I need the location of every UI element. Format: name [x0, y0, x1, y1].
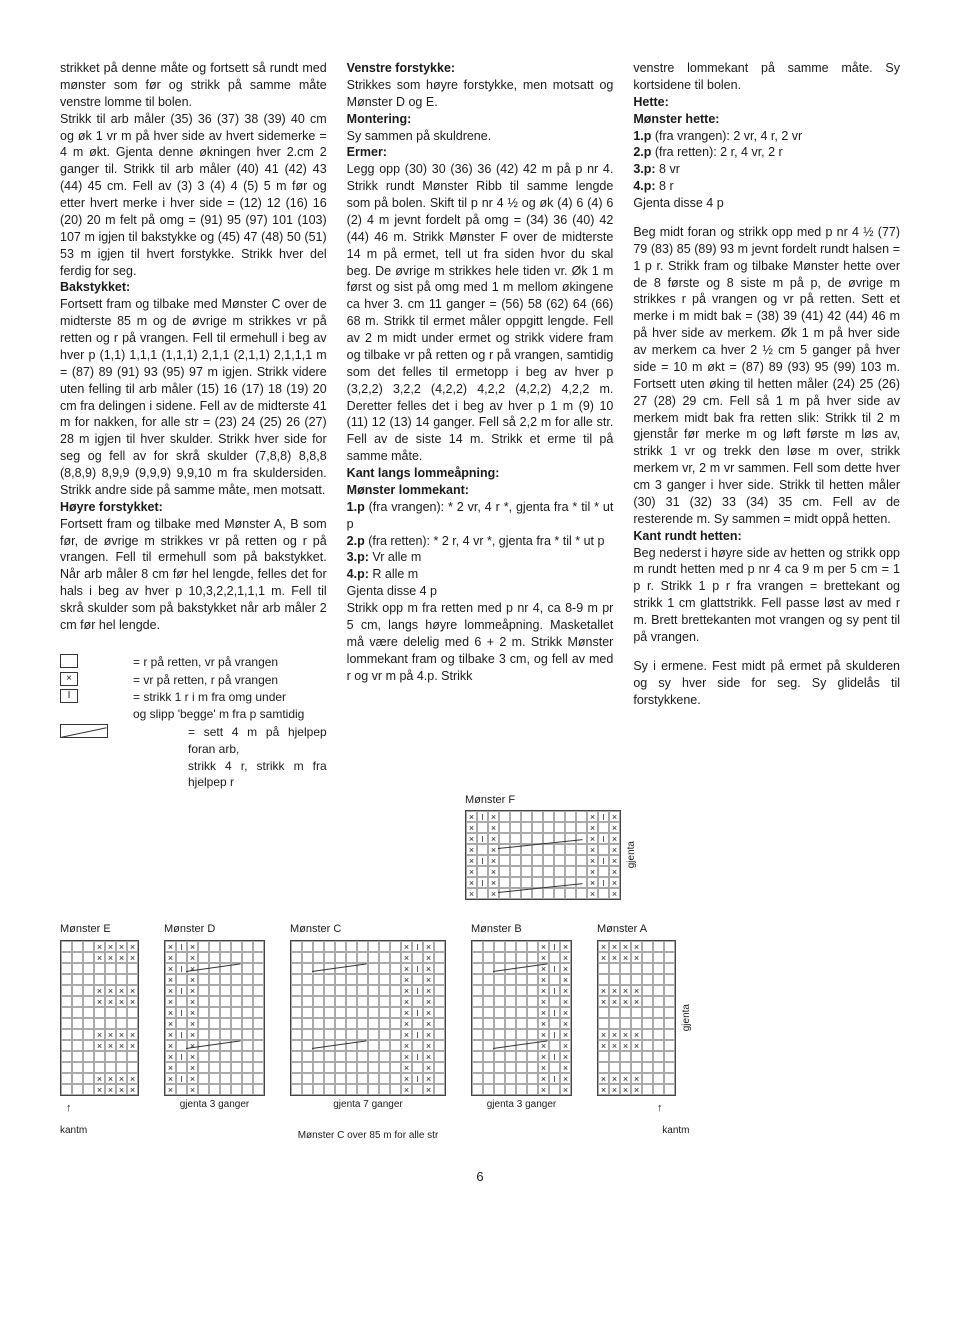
- col1-p1: strikket på denne måte og fortsett så ru…: [60, 60, 327, 111]
- chart-b-block: Mønster B gjenta 3 ganger: [471, 922, 572, 1111]
- page-number: 6: [60, 1168, 900, 1186]
- col2-2p-txt: (fra retten): * 2 r, 4 vr *, gjenta fra …: [365, 534, 605, 548]
- heading-hoyre: Høyre forstykket:: [60, 500, 163, 514]
- legend-text-4: = sett 4 m på hjelpep foran arb,: [188, 725, 327, 756]
- chart-d-grid: [164, 940, 265, 1096]
- column-3: venstre lommekant på samme måte. Sy kort…: [633, 60, 900, 792]
- text-columns: strikket på denne måte og fortsett så ru…: [60, 60, 900, 792]
- col2-p3: Legg opp (30) 30 (36) 36 (42) 42 m på p …: [347, 161, 614, 465]
- col3-p4: Sy i ermene. Fest midt på ermet på skuld…: [633, 658, 900, 709]
- col2-3p: 3.p:: [347, 550, 369, 564]
- legend-sym-knit: [60, 654, 78, 668]
- heading-venstre: Venstre forstykke:: [347, 61, 455, 75]
- legend-text-4b: strikk 4 r, strikk m fra hjelpep r: [188, 759, 327, 790]
- chart-e-title: Mønster E: [60, 922, 139, 937]
- column-2: Venstre forstykke: Strikkes som høyre fo…: [347, 60, 614, 792]
- heading-kantrundt: Kant rundt hetten:: [633, 529, 741, 543]
- chart-d-caption: gjenta 3 ganger: [164, 1098, 265, 1112]
- legend-sym-below: I: [60, 689, 78, 703]
- chart-b-title: Mønster B: [471, 922, 572, 937]
- col1-p2: Strikk til arb måler (35) 36 (37) 38 (39…: [60, 111, 327, 280]
- col3-p3: Beg nederst i høyre side av hetten og st…: [633, 545, 900, 646]
- col3-p2: Beg midt foran og strikk opp med p nr 4 …: [633, 224, 900, 528]
- chart-a-title: Mønster A: [597, 922, 690, 937]
- chart-a-grid: [597, 940, 676, 1096]
- col3-p1: venstre lommekant på samme måte. Sy kort…: [633, 60, 900, 94]
- col3-1p: 1.p: [633, 129, 651, 143]
- col3-2p: 2.p: [633, 145, 651, 159]
- chart-c-block: Mønster C gjenta 7 ganger Mønster C over…: [290, 922, 446, 1143]
- chart-c-sub: Mønster C over 85 m for alle str: [290, 1129, 446, 1143]
- col3-2p-txt: (fra retten): 2 r, 4 vr, 2 r: [651, 145, 782, 159]
- chart-a-block: Mønster A gjenta kantm: [597, 922, 690, 1137]
- chart-c-title: Mønster C: [290, 922, 446, 937]
- col2-gjenta: Gjenta disse 4 p: [347, 583, 614, 600]
- legend-text-3: = strikk 1 r i m fra omg under: [133, 690, 286, 704]
- symbol-legend: = r på retten, vr på vrangen × = vr på r…: [60, 654, 327, 791]
- col2-p2: Sy sammen på skuldrene.: [347, 128, 614, 145]
- heading-bakstykket: Bakstykket:: [60, 280, 130, 294]
- column-1: strikket på denne måte og fortsett så ru…: [60, 60, 327, 792]
- chart-a-gjenta: gjenta: [680, 1004, 694, 1031]
- col2-1p: 1.p: [347, 500, 365, 514]
- heading-mlom: Mønster lommekant:: [347, 483, 469, 497]
- col3-1p-txt: (fra vrangen): 2 vr, 4 r, 2 vr: [651, 129, 802, 143]
- chart-f-gjenta: gjenta: [625, 841, 639, 868]
- chart-a-kantm: kantm: [597, 1124, 690, 1138]
- col2-3p-txt: Vr alle m: [369, 550, 421, 564]
- col3-gjenta: Gjenta disse 4 p: [633, 195, 900, 212]
- legend-text-1: = r på retten, vr på vrangen: [133, 654, 327, 671]
- legend-sym-cable: [60, 724, 108, 738]
- heading-hette: Hette:: [633, 95, 668, 109]
- chart-b-caption: gjenta 3 ganger: [471, 1098, 572, 1112]
- heading-kant: Kant langs lommeåpning:: [347, 466, 500, 480]
- chart-b-grid: [471, 940, 572, 1096]
- chart-e-arrow: [66, 1099, 139, 1116]
- col2-2p: 2.p: [347, 534, 365, 548]
- chart-a-arrow: [657, 1099, 690, 1116]
- col2-p1: Strikkes som høyre forstykke, men motsat…: [347, 77, 614, 111]
- col1-p3: Fortsett fram og tilbake med Mønster C o…: [60, 296, 327, 499]
- chart-e-kantm: kantm: [60, 1124, 139, 1138]
- col3-4p-txt: 8 r: [656, 179, 674, 193]
- chart-d-block: Mønster D gjenta 3 ganger: [164, 922, 265, 1111]
- heading-montering: Montering:: [347, 112, 412, 126]
- legend-sym-purl: ×: [60, 672, 78, 686]
- col3-3p: 3.p:: [633, 162, 655, 176]
- col3-3p-txt: 8 vr: [656, 162, 680, 176]
- heading-mhette: Mønster hette:: [633, 112, 719, 126]
- col3-4p: 4.p:: [633, 179, 655, 193]
- chart-f-container: Mønster F gjenta: [465, 793, 635, 900]
- col2-4p: 4.p:: [347, 567, 369, 581]
- chart-e-block: Mønster E kantm: [60, 922, 139, 1137]
- col2-4p-txt: R alle m: [369, 567, 418, 581]
- chart-e-grid: [60, 940, 139, 1096]
- col2-1p-txt: (fra vrangen): * 2 vr, 4 r *, gjenta fra…: [347, 500, 614, 531]
- col2-p9: Strikk opp m fra retten med p nr 4, ca 8…: [347, 600, 614, 684]
- chart-c-caption: gjenta 7 ganger: [290, 1098, 446, 1112]
- bottom-charts-row: Mønster E kantm Mønster D gjenta 3 gange…: [60, 922, 900, 1143]
- chart-c-grid: [290, 940, 446, 1096]
- chart-d-title: Mønster D: [164, 922, 265, 937]
- legend-text-2: = vr på retten, r på vrangen: [133, 672, 327, 689]
- legend-text-3b: og slipp 'begge' m fra p samtidig: [133, 707, 304, 721]
- col1-p4: Fortsett fram og tilbake med Mønster A, …: [60, 516, 327, 634]
- heading-ermer: Ermer:: [347, 145, 387, 159]
- chart-f-title: Mønster F: [465, 793, 635, 808]
